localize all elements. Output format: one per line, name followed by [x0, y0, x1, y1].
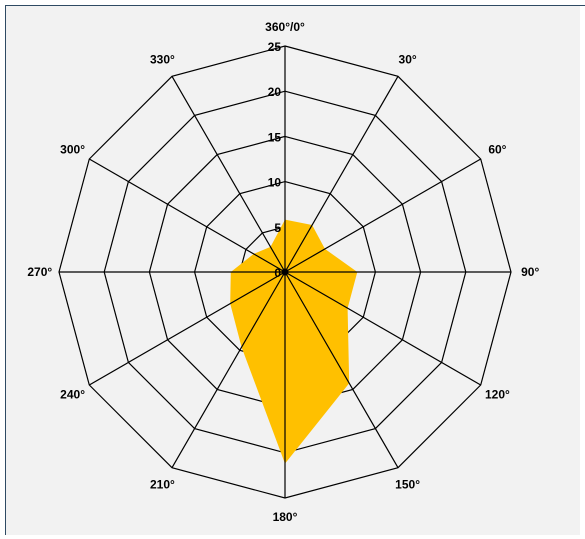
- angle-tick-label-120: 120°: [485, 388, 510, 402]
- frame-corner-line: [560, 5, 585, 6]
- angle-tick-label-180: 180°: [273, 510, 298, 524]
- angle-tick-label-240: 240°: [60, 388, 85, 402]
- radial-tick-label-10: 10: [268, 176, 282, 190]
- radial-tick-label-0: 0: [274, 266, 281, 280]
- radial-tick-label-15: 15: [268, 130, 282, 144]
- center-point: [281, 268, 289, 276]
- series-area-layer: [230, 219, 358, 464]
- radial-tick-label-20: 20: [268, 85, 282, 99]
- radial-tick-label-5: 5: [274, 221, 281, 235]
- spoke-300: [88, 158, 286, 273]
- radar-spokes: [59, 46, 511, 498]
- angle-tick-label-330: 330°: [150, 53, 175, 67]
- radial-tick-labels: 0 5 10 15 20 25: [268, 40, 282, 280]
- angle-tick-label-210: 210°: [150, 477, 175, 491]
- angle-tick-label-30: 30°: [399, 53, 417, 67]
- series-area-0: [230, 219, 358, 464]
- angle-tick-label-150: 150°: [395, 477, 420, 491]
- angle-tick-label-60: 60°: [488, 142, 506, 156]
- spoke-60: [284, 158, 482, 273]
- spoke-330: [171, 75, 286, 273]
- center-point-layer: [281, 268, 289, 276]
- spoke-30: [284, 75, 399, 273]
- angle-tick-label-300: 300°: [60, 142, 85, 156]
- spoke-120: [284, 271, 482, 386]
- spoke-210: [171, 271, 286, 469]
- angle-tick-label-270: 270°: [27, 265, 52, 279]
- angle-tick-label-90: 90°: [521, 265, 539, 279]
- angle-tick-label-0: 360°/0°: [265, 20, 305, 34]
- radial-tick-label-25: 25: [268, 40, 282, 54]
- angle-tick-labels: 360°/0° 30° 60° 90° 120° 150° 180° 210° 240° 270°…: [27, 20, 539, 524]
- spoke-240: [88, 271, 286, 386]
- spoke-150: [284, 271, 399, 469]
